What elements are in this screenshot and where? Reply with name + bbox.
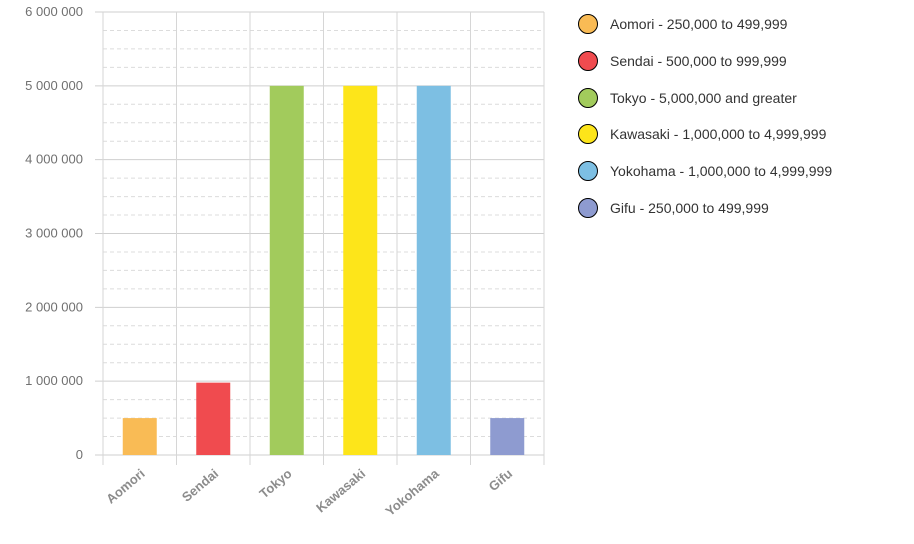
legend: Aomori - 250,000 to 499,999 Sendai - 500,… (578, 12, 832, 233)
legend-item: Gifu - 250,000 to 499,999 (578, 196, 832, 220)
x-tick-label: Gifu (486, 466, 516, 494)
y-tick-label: 3 000 000 (25, 226, 83, 241)
x-tick-label: Yokohama (382, 465, 442, 519)
legend-item: Kawasaki - 1,000,000 to 4,999,999 (578, 122, 832, 146)
legend-swatch (578, 14, 598, 34)
x-tick-label: Tokyo (256, 466, 294, 502)
legend-item: Yokohama - 1,000,000 to 4,999,999 (578, 159, 832, 183)
legend-label: Tokyo - 5,000,000 and greater (610, 89, 797, 106)
bar-gifu (490, 418, 525, 455)
y-tick-label: 6 000 000 (25, 4, 83, 19)
x-tick-label: Kawasaki (313, 466, 368, 516)
y-tick-label: 0 (76, 447, 83, 462)
legend-swatch (578, 87, 598, 108)
bars (122, 85, 525, 455)
y-tick-label: 4 000 000 (25, 152, 83, 167)
legend-label: Aomori - 250,000 to 499,999 (610, 16, 788, 32)
x-tick-label: Aomori (103, 466, 147, 507)
legend-swatch (578, 124, 598, 145)
bar-yokohama (416, 85, 451, 455)
y-tick-label: 1 000 000 (25, 373, 83, 388)
legend-swatch (578, 161, 598, 182)
legend-item: Tokyo - 5,000,000 and greater (578, 86, 832, 110)
bar-tokyo (269, 85, 304, 455)
legend-label: Kawasaki - 1,000,000 to 4,999,999 (610, 126, 827, 143)
bar-kawasaki (343, 85, 378, 455)
legend-swatch (578, 50, 598, 71)
legend-label: Gifu - 250,000 to 499,999 (610, 199, 769, 216)
legend-label: Yokohama - 1,000,000 to 4,999,999 (610, 163, 833, 180)
legend-item: Aomori - 250,000 to 499,999 (578, 12, 832, 36)
y-tick-label: 2 000 000 (25, 299, 83, 314)
legend-swatch (578, 197, 598, 218)
bar-aomori (122, 418, 157, 455)
bar-sendai (196, 382, 231, 455)
x-tick-label: Sendai (179, 466, 221, 505)
grid (95, 11, 545, 465)
legend-item: Sendai - 500,000 to 999,999 (578, 49, 832, 73)
y-tick-label: 5 000 000 (25, 78, 83, 93)
legend-label: Sendai - 500,000 to 999,999 (610, 52, 787, 69)
